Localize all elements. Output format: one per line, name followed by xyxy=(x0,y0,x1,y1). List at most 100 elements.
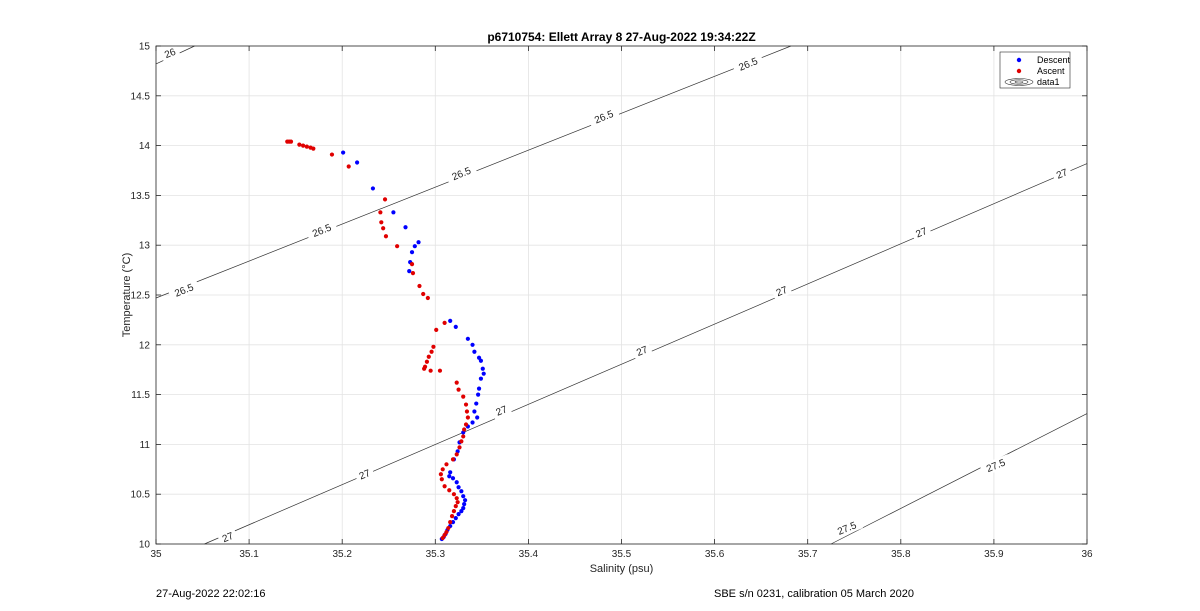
contour-label-bg xyxy=(445,162,478,185)
contour-label: 27 xyxy=(631,341,653,360)
x-tick-label: 36 xyxy=(1081,549,1093,560)
contour-label-bg xyxy=(910,223,932,242)
x-tick-label: 35.7 xyxy=(798,549,818,560)
contour-label-bg xyxy=(771,282,793,300)
data-point-ascent xyxy=(425,295,430,301)
contour-label: 27 xyxy=(1051,164,1073,183)
series-ascent xyxy=(285,139,470,541)
data-point-ascent xyxy=(454,380,459,385)
data-point-descent xyxy=(450,476,456,481)
data-point-ascent xyxy=(451,492,457,497)
contour-label-text: 27 xyxy=(495,404,510,419)
data-point-ascent xyxy=(424,359,430,364)
data-point-ascent xyxy=(461,394,466,399)
y-tick-label: 15 xyxy=(139,42,151,53)
y-tick-label: 13 xyxy=(139,241,151,252)
data-point-ascent xyxy=(442,320,447,325)
data-point-descent xyxy=(481,371,486,376)
data-point-descent xyxy=(454,480,459,485)
data-point-descent xyxy=(475,415,480,420)
y-tick-label: 14.5 xyxy=(131,91,151,102)
data-point-descent xyxy=(462,498,468,503)
data-point-ascent xyxy=(448,519,453,525)
data-point-ascent xyxy=(409,262,415,267)
data-point-ascent xyxy=(442,532,447,538)
data-point-descent xyxy=(448,470,453,475)
data-point-descent xyxy=(370,186,376,191)
data-point-ascent xyxy=(457,445,462,450)
data-point-descent xyxy=(407,268,412,274)
data-points xyxy=(285,139,486,542)
y-tick-label: 10 xyxy=(139,540,151,551)
contour-label-text: 27 xyxy=(221,531,236,546)
contour-label-bg xyxy=(1051,164,1073,183)
data-point-descent xyxy=(472,409,477,414)
contour-line-27-5 xyxy=(830,413,1088,545)
data-point-descent xyxy=(474,401,479,406)
x-tick-label: 35.5 xyxy=(612,549,632,560)
data-point-descent xyxy=(480,366,485,371)
contour-label-bg xyxy=(731,52,765,76)
data-point-descent xyxy=(448,318,453,323)
contour-label-bg xyxy=(830,516,863,540)
contour-label-bg xyxy=(979,454,1012,477)
data-point-ascent xyxy=(382,197,388,202)
data-point-descent xyxy=(478,376,484,381)
x-tick-label: 35.9 xyxy=(984,549,1004,560)
data-point-ascent xyxy=(463,402,469,407)
x-axis-label: Salinity (psu) xyxy=(590,563,654,575)
x-tick-label: 35 xyxy=(150,549,162,560)
y-tick-label: 10.5 xyxy=(131,490,151,501)
data-point-descent xyxy=(476,386,482,391)
y-axis-label: Temperature (°C) xyxy=(121,253,133,337)
data-point-ascent xyxy=(383,234,389,239)
data-point-descent xyxy=(416,240,421,245)
data-point-descent xyxy=(409,250,415,255)
legend-label-ascent: Ascent xyxy=(1037,66,1065,76)
y-tick-label: 12 xyxy=(139,340,151,351)
contour-label-bg xyxy=(167,278,201,302)
data-point-descent xyxy=(453,516,458,521)
data-point-descent xyxy=(472,349,477,354)
contour-label-bg xyxy=(490,401,512,420)
data-point-ascent xyxy=(438,472,443,477)
data-point-ascent xyxy=(297,142,302,147)
x-tick-label: 35.4 xyxy=(519,549,539,560)
data-point-descent xyxy=(461,506,466,511)
data-point-ascent xyxy=(444,529,449,535)
x-axis-ticks: 35 35.1 35.2 35.3 35.4 35.5 35.6 35.7 35.8 35.9 36 xyxy=(150,46,1093,560)
data-point-ascent xyxy=(451,509,457,514)
data-point-descent xyxy=(462,502,467,507)
contour-label: 27 xyxy=(217,528,239,546)
legend-contour-icon xyxy=(1004,78,1034,86)
chart-legend: Descent Ascent data1 xyxy=(999,51,1071,89)
y-tick-label: 11 xyxy=(140,440,151,451)
data-point-ascent xyxy=(410,270,416,276)
data-point-ascent xyxy=(464,409,470,414)
data-point-ascent xyxy=(463,422,469,427)
x-tick-label: 35.2 xyxy=(332,549,352,560)
y-tick-label: 12.5 xyxy=(131,291,151,302)
data-point-ascent xyxy=(429,349,434,354)
y-axis-ticks: 10 10.5 11 11.5 12 12.5 13 13.5 14 14.5 15 xyxy=(131,42,1087,551)
data-point-ascent xyxy=(437,368,443,373)
legend-label-descent: Descent xyxy=(1037,55,1071,65)
footer-timestamp: 27-Aug-2022 22:02:16 xyxy=(156,588,266,600)
data-point-descent xyxy=(459,509,464,514)
data-point-ascent xyxy=(395,244,400,249)
data-point-ascent xyxy=(379,220,384,225)
legend-box xyxy=(999,51,1071,89)
data-point-ascent xyxy=(465,415,470,420)
contour-label: 26 xyxy=(159,44,181,62)
contour-label-bg xyxy=(587,105,620,128)
contour-label-bg xyxy=(159,44,181,62)
x-tick-label: 35.6 xyxy=(705,549,725,560)
data-point-ascent xyxy=(426,354,431,359)
data-point-ascent xyxy=(459,439,464,444)
data-point-ascent xyxy=(378,210,383,215)
data-point-ascent xyxy=(439,477,444,482)
data-point-descent xyxy=(465,336,470,341)
contour-label-text: 27 xyxy=(358,468,373,483)
data-point-ascent xyxy=(456,387,461,392)
